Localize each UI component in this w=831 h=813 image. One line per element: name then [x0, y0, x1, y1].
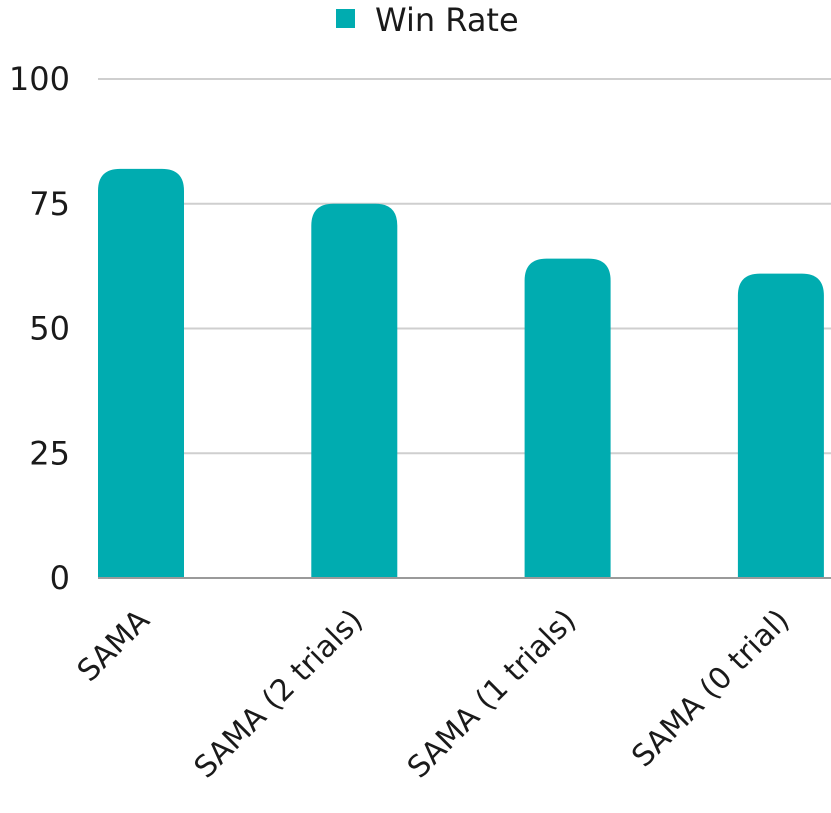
- y-tick-label: 0: [50, 559, 70, 597]
- bar: [98, 168, 184, 578]
- x-category-label: SAMA (2 trials): [188, 603, 370, 785]
- x-category-label: SAMA: [71, 603, 157, 689]
- y-tick-label: 25: [29, 434, 70, 472]
- legend-label: Win Rate: [375, 1, 519, 39]
- bar: [737, 273, 824, 578]
- x-category-label: SAMA (0 trial): [625, 603, 796, 774]
- x-axis-category-labels: SAMA SAMA (2 trials) SAMA (1 trials) SAMA (…: [71, 603, 797, 786]
- y-axis-tick-labels: 0 25 50 75 100: [9, 60, 70, 597]
- legend: Win Rate: [336, 1, 519, 39]
- y-tick-label: 50: [29, 310, 70, 348]
- bar: [524, 258, 611, 578]
- bar: [311, 203, 398, 578]
- legend-swatch: [336, 9, 355, 28]
- x-category-label: SAMA (1 trials): [401, 603, 583, 785]
- gridlines: [98, 78, 831, 455]
- bars: [98, 168, 824, 578]
- y-tick-label: 75: [29, 185, 70, 223]
- y-tick-label: 100: [9, 60, 70, 98]
